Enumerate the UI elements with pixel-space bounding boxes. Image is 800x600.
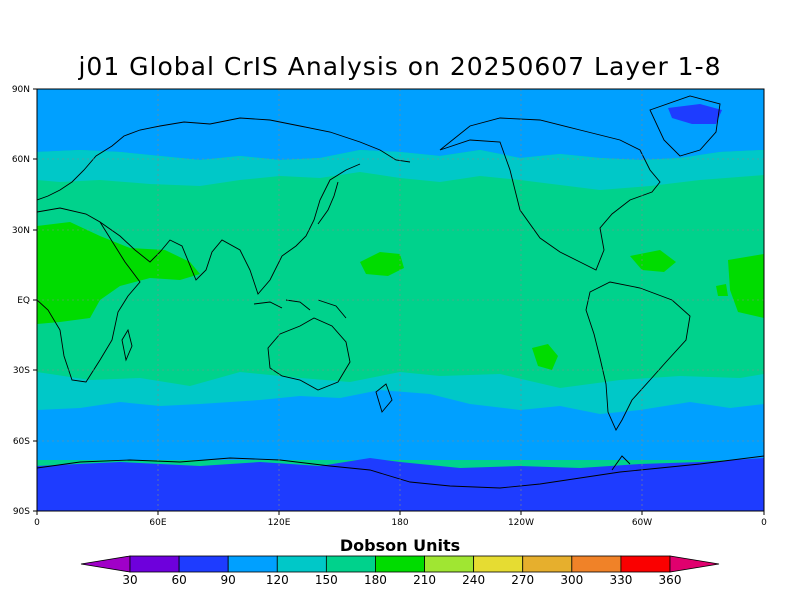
axis-ticks (33, 88, 765, 515)
coast-north-america (439, 117, 661, 271)
lat-labels: 90N 60N 30N EQ 30S 60S 90S (12, 85, 30, 517)
colorbar-label-180: 180 (364, 573, 387, 587)
colorbar-box-11 (620, 555, 671, 573)
coast-greenland (649, 95, 721, 157)
colorbar-label-270: 270 (511, 573, 534, 587)
colorbar-label-210: 210 (413, 573, 436, 587)
colorbar-box-5 (325, 555, 376, 573)
lat-label-90n: 90N (12, 85, 30, 95)
lat-label-60n: 60N (12, 155, 30, 165)
colorbar-box-2 (178, 555, 229, 573)
colorbar-box-10 (571, 555, 622, 573)
coast-australia (267, 317, 351, 391)
colorbar-box-9 (522, 555, 573, 573)
colorbar-label-30: 30 (122, 573, 137, 587)
colorbar-label-120: 120 (266, 573, 289, 587)
field-210-atlantic (630, 250, 676, 272)
colorbar-label-90: 90 (221, 573, 236, 587)
field-210-brazil (716, 284, 728, 296)
field-60-antarctic (37, 458, 764, 511)
coast-europe (37, 117, 411, 201)
coast-antarctica (37, 455, 764, 489)
lon-labels: 0 60E 120E 180 120W 60W 0 (34, 518, 767, 528)
lon-label-60w: 60W (632, 518, 652, 528)
colorbar-label-240: 240 (462, 573, 485, 587)
colorbar-box-1 (129, 555, 180, 573)
coast-newzealand (375, 383, 393, 413)
field-150-north (37, 150, 764, 190)
colorbar-box-4 (276, 555, 327, 573)
colorbar-box-8 (473, 555, 524, 573)
gridlines (37, 89, 764, 511)
colorbar-box-3 (227, 555, 278, 573)
colorbar-box-6 (375, 555, 425, 573)
lon-label-120w: 120W (508, 518, 534, 528)
lon-label-120e: 120E (268, 518, 291, 528)
colorbar-boxes (129, 555, 671, 573)
map-title: j01 Global CrIS Analysis on 20250607 Lay… (78, 52, 722, 81)
colorbar-title: Dobson Units (339, 536, 461, 555)
colorbar-high-triangle (669, 555, 720, 573)
ozone-field (37, 89, 764, 511)
coastlines (37, 95, 764, 489)
lat-label-30s: 30S (13, 366, 30, 376)
field-210-pacific (360, 252, 404, 276)
colorbar-low-triangle (80, 555, 131, 573)
field-210-southpacific (532, 344, 558, 370)
lon-label-60e: 60E (149, 518, 166, 528)
colorbar-label-150: 150 (315, 573, 338, 587)
colorbar-label-330: 330 (609, 573, 632, 587)
field-210-east-atlantic (728, 254, 764, 318)
lon-label-0-west: 0 (34, 518, 40, 528)
lon-label-0-east: 0 (761, 518, 767, 528)
lat-label-60s: 60S (13, 437, 30, 447)
coast-south-america (585, 281, 691, 431)
field-90-south-inner (37, 428, 764, 460)
colorbar-label-360: 360 (659, 573, 682, 587)
lat-label-eq: EQ (17, 296, 30, 306)
coast-africa (37, 207, 141, 383)
coast-madagascar (121, 328, 133, 362)
lat-label-90s: 90S (13, 507, 30, 517)
field-60-greenland (668, 104, 722, 124)
colorbar-label-300: 300 (560, 573, 583, 587)
lat-label-30n: 30N (12, 226, 30, 236)
coast-antarctic-peninsula (611, 455, 631, 471)
colorbar-box-7 (424, 555, 475, 573)
colorbar-labels: 30 60 90 120 150 180 210 240 270 300 330 360 (122, 573, 681, 587)
coast-indonesia (253, 299, 347, 319)
colorbar: 30 60 90 120 150 180 210 240 270 300 330 360 (80, 555, 720, 587)
field-210-africa (37, 222, 200, 324)
colorbar-label-60: 60 (171, 573, 186, 587)
field-90-north (37, 89, 764, 160)
lon-label-180: 180 (391, 518, 408, 528)
coast-japan (317, 181, 339, 225)
coast-arabia-india (99, 163, 361, 295)
